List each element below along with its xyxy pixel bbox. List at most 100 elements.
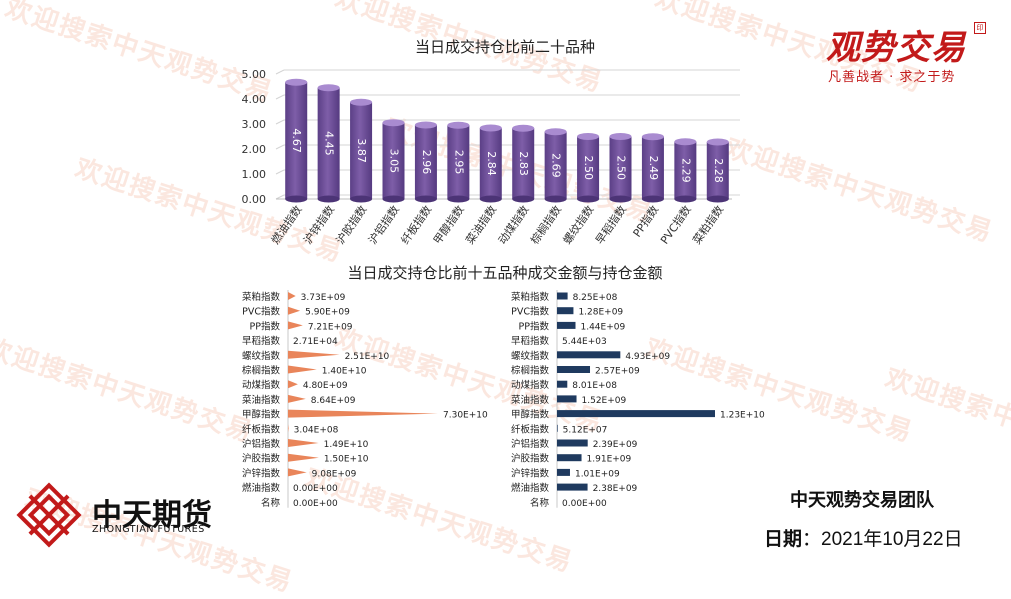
bar <box>288 292 296 300</box>
bar-top <box>577 133 600 140</box>
x-tick-label: 甲醇指数 <box>430 203 467 247</box>
bar-value-label: 2.71E+04 <box>293 337 338 347</box>
category-label: 早稻指数 <box>242 335 281 347</box>
bar-value-label: 4.80E+09 <box>303 381 348 391</box>
bar-value-label: 4.93E+09 <box>625 352 670 362</box>
bar-top <box>350 98 373 106</box>
x-tick-label: 早稻指数 <box>592 203 629 247</box>
bar-base <box>512 195 535 203</box>
brand-logo: 观势交易 印 凡善战者 · 求之于势 <box>826 20 986 90</box>
category-label: 纤板指数 <box>242 423 281 435</box>
bar <box>447 125 470 199</box>
bottom-bar-chart: 菜粕指数 3.73E+09 PVC指数 5.90E+09 PP指数 7.21E+09 早稻指… <box>242 290 765 509</box>
category-label: 棕榈指数 <box>511 365 550 377</box>
bar <box>706 142 729 199</box>
brand-logo-text: 观势交易 <box>826 28 966 68</box>
bar-base <box>706 195 729 203</box>
category-label: 沪胶指数 <box>511 453 550 465</box>
bar <box>557 366 591 373</box>
bar-value-label: 2.95 <box>452 150 465 175</box>
category-label: 动煤指数 <box>511 379 550 391</box>
bar-value-label: 1.01E+09 <box>575 469 620 479</box>
bar-value-label: 1.28E+09 <box>578 308 623 318</box>
bar-value-label: 0.00E+00 <box>293 484 338 494</box>
bar-value-label: 2.50 <box>615 156 628 181</box>
category-label: 沪锌指数 <box>242 467 281 479</box>
category-label: 沪锌指数 <box>511 467 550 479</box>
bar <box>512 128 535 199</box>
date-label: 日期 <box>764 529 803 550</box>
brand-seal-icon: 印 <box>974 22 986 34</box>
x-tick-label: 菜粕指数 <box>690 203 727 247</box>
bar-value-label: 2.38E+09 <box>593 484 638 494</box>
company-name: 中天期货 <box>92 498 212 533</box>
bar <box>557 439 588 447</box>
x-tick-label: PVC指数 <box>657 203 694 247</box>
bar <box>288 350 340 359</box>
bar-base <box>577 195 600 203</box>
grid-line <box>275 94 285 100</box>
bar <box>288 468 307 477</box>
bar-top <box>317 84 340 92</box>
bar <box>317 87 340 199</box>
bar <box>288 380 298 389</box>
category-label: PP指数 <box>250 320 281 332</box>
bar <box>288 439 319 447</box>
bar-base <box>414 195 437 203</box>
bar <box>288 394 306 403</box>
category-label: 菜粕指数 <box>511 291 550 303</box>
bar-value-label: 2.50 <box>582 156 595 181</box>
bar <box>557 410 715 418</box>
bar-top <box>414 121 437 129</box>
bar-base <box>479 195 502 203</box>
category-label: PVC指数 <box>242 306 280 318</box>
top-chart-title: 当日成交持仓比前二十品种 <box>414 38 595 56</box>
company-name-en: ZHONGTIAN FUTURES <box>92 524 205 535</box>
bar <box>544 131 567 199</box>
bar-value-label: 1.52E+09 <box>582 396 627 406</box>
category-label: 沪胶指数 <box>242 453 281 465</box>
bar-top <box>479 124 502 132</box>
category-label: 棕榈指数 <box>242 365 281 377</box>
bar <box>609 136 632 199</box>
bar-value-label: 0.00E+00 <box>293 499 338 509</box>
bar-value-label: 1.50E+10 <box>324 455 369 465</box>
grid-line <box>275 169 285 175</box>
date-line: 日期：2021年10月22日 <box>764 524 963 551</box>
x-tick-label: 螺纹指数 <box>560 203 597 247</box>
bar-value-label: 2.69 <box>550 153 563 178</box>
category-label: 菜粕指数 <box>242 291 281 303</box>
bar-top <box>285 78 308 86</box>
bar <box>557 395 577 403</box>
bar-value-label: 2.57E+09 <box>595 367 640 377</box>
bar-value-label: 1.91E+09 <box>587 455 632 465</box>
bar <box>557 321 576 329</box>
bar <box>577 136 600 199</box>
category-label: 螺纹指数 <box>511 350 550 362</box>
watermark-text: 欢迎搜索中天观势交易 <box>0 333 258 449</box>
grid-line <box>275 144 285 150</box>
category-label: 纤板指数 <box>511 423 550 435</box>
bar <box>414 125 437 199</box>
bar-value-label: 2.28 <box>712 158 725 183</box>
bar <box>557 424 558 432</box>
category-label: 燃油指数 <box>511 482 550 494</box>
bar-value-label: 2.49 <box>647 156 660 181</box>
bar <box>479 128 502 199</box>
bar-base <box>609 195 632 203</box>
bottom-chart-title: 当日成交持仓比前十五品种成交金额与持仓金额 <box>347 264 663 282</box>
bar-top <box>544 128 567 136</box>
bar-base <box>285 195 308 203</box>
bar-value-label: 2.39E+09 <box>593 440 638 450</box>
bar-top <box>674 138 697 146</box>
category-label: 名称 <box>530 497 550 509</box>
bar-base <box>641 195 664 203</box>
bar <box>350 102 373 199</box>
category-label: 甲醇指数 <box>511 409 550 421</box>
bar-value-label: 7.21E+09 <box>308 322 353 332</box>
bar-value-label: 2.84 <box>485 151 498 176</box>
bar <box>288 306 301 315</box>
bar-value-label: 2.83 <box>517 151 530 176</box>
top-bar-chart: 5.00 4.00 3.00 2.00 1.00 0.00 4.67 燃油指数 4.45 沪锌指数… <box>242 68 740 247</box>
bar-base <box>317 195 340 203</box>
